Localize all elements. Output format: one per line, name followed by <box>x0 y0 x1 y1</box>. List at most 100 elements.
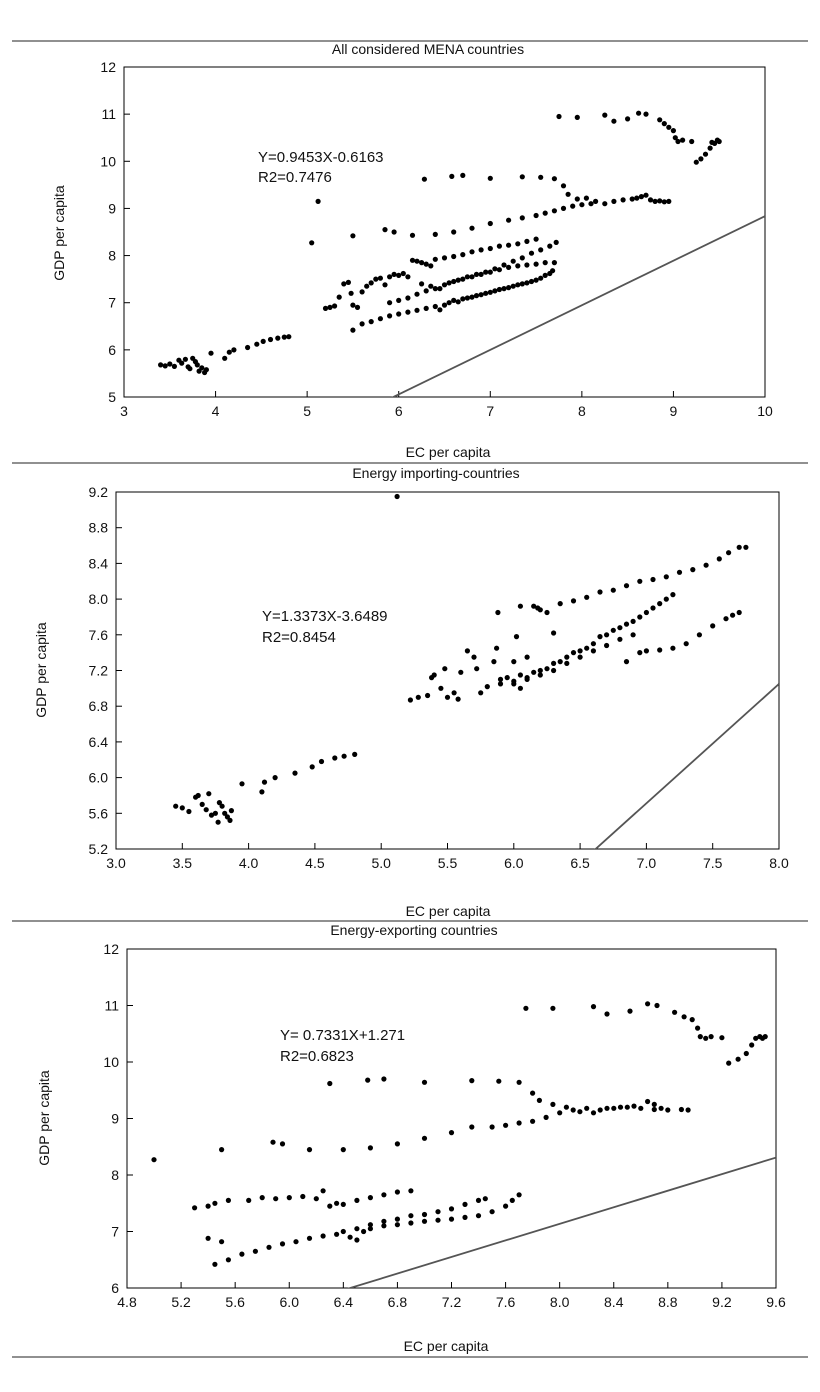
data-point <box>487 245 493 252</box>
marks: 3 4 5 6 7 8 9 10 5 6 7 8 9 10 11 12 <box>100 59 773 419</box>
data-point <box>347 1234 353 1240</box>
data-point <box>551 630 557 636</box>
data-point <box>588 201 594 207</box>
data-point <box>491 659 497 665</box>
data-point <box>421 1218 428 1224</box>
y-tick-label: 12 <box>100 59 116 75</box>
data-point <box>455 696 461 702</box>
data-point <box>482 1196 488 1202</box>
data-point <box>405 309 411 315</box>
data-point <box>506 285 512 291</box>
data-point <box>524 654 530 660</box>
x-tick-label: 8.8 <box>658 1294 678 1310</box>
data-point <box>749 1042 755 1048</box>
data-point <box>414 307 420 313</box>
data-point <box>414 291 420 297</box>
data-point <box>270 1139 276 1145</box>
data-point <box>438 685 444 691</box>
data-point <box>405 274 411 280</box>
chart-title: Energy importing-countries <box>352 465 519 481</box>
data-point <box>537 672 543 678</box>
x-tick-label: 7.6 <box>496 1294 516 1310</box>
data-point <box>396 272 402 278</box>
data-point <box>340 1201 346 1207</box>
x-tick-label: 4.5 <box>305 855 325 871</box>
data-point <box>570 203 576 209</box>
data-point <box>627 1008 633 1014</box>
data-point <box>272 775 278 781</box>
data-point <box>647 197 654 203</box>
data-point <box>584 645 590 651</box>
data-point <box>676 569 683 575</box>
data-point <box>462 1201 468 1207</box>
data-point <box>205 1203 211 1209</box>
data-point <box>387 300 393 306</box>
data-point <box>689 138 695 145</box>
y-tick-label: 7.2 <box>89 663 109 679</box>
data-point <box>484 684 490 690</box>
data-point <box>203 807 209 813</box>
data-point <box>675 138 681 145</box>
data-point <box>637 578 643 584</box>
data-point <box>281 334 287 340</box>
data-point <box>550 1101 556 1107</box>
data-point <box>489 1124 495 1130</box>
data-point <box>533 236 539 242</box>
data-point <box>219 803 225 809</box>
data-point <box>162 363 168 369</box>
data-point <box>584 594 590 600</box>
data-point <box>361 1228 367 1235</box>
data-point <box>254 341 260 347</box>
data-point <box>408 1213 414 1219</box>
data-point <box>611 1105 617 1111</box>
data-point <box>387 313 393 319</box>
y-tick-label: 10 <box>103 1054 119 1070</box>
data-point <box>583 195 590 201</box>
data-point <box>703 562 709 568</box>
data-point <box>492 288 498 294</box>
data-point <box>373 276 379 282</box>
data-point <box>593 198 599 204</box>
data-point <box>506 242 512 248</box>
data-point <box>451 278 457 285</box>
data-point <box>570 598 577 604</box>
y-tick-label: 7 <box>108 295 116 311</box>
data-point <box>551 176 558 182</box>
data-point <box>222 810 228 816</box>
data-point <box>327 1080 333 1087</box>
data-point <box>483 269 489 275</box>
data-point <box>624 1104 630 1110</box>
data-point <box>394 1216 400 1222</box>
data-point <box>719 1035 725 1041</box>
x-tick-label: 3.0 <box>106 855 126 871</box>
data-point <box>489 1209 495 1215</box>
data-point <box>544 666 550 672</box>
x-tick-label: 4.0 <box>239 855 259 871</box>
data-point <box>464 295 470 301</box>
data-point <box>421 1135 428 1141</box>
y-tick-label: 6.0 <box>89 770 109 786</box>
data-point <box>216 800 222 806</box>
data-point <box>435 1217 441 1223</box>
data-point <box>318 758 325 765</box>
data-point <box>538 247 544 253</box>
data-point <box>381 1192 387 1198</box>
data-point <box>672 1009 678 1015</box>
r-squared: R2=0.8454 <box>262 629 336 646</box>
data-point <box>387 274 393 280</box>
data-point <box>367 1222 373 1228</box>
data-point <box>617 636 623 642</box>
data-point <box>515 282 521 288</box>
x-tick-label: 6.0 <box>504 855 524 871</box>
data-point <box>408 1220 414 1226</box>
data-point <box>219 1147 225 1153</box>
data-point <box>530 1090 536 1096</box>
data-point <box>579 202 585 208</box>
data-point <box>602 201 608 207</box>
x-tick-label: 3.5 <box>173 855 193 871</box>
data-point <box>286 1195 292 1201</box>
data-point <box>698 156 704 162</box>
data-point <box>650 576 656 583</box>
data-point <box>478 247 484 253</box>
data-point <box>423 261 429 267</box>
